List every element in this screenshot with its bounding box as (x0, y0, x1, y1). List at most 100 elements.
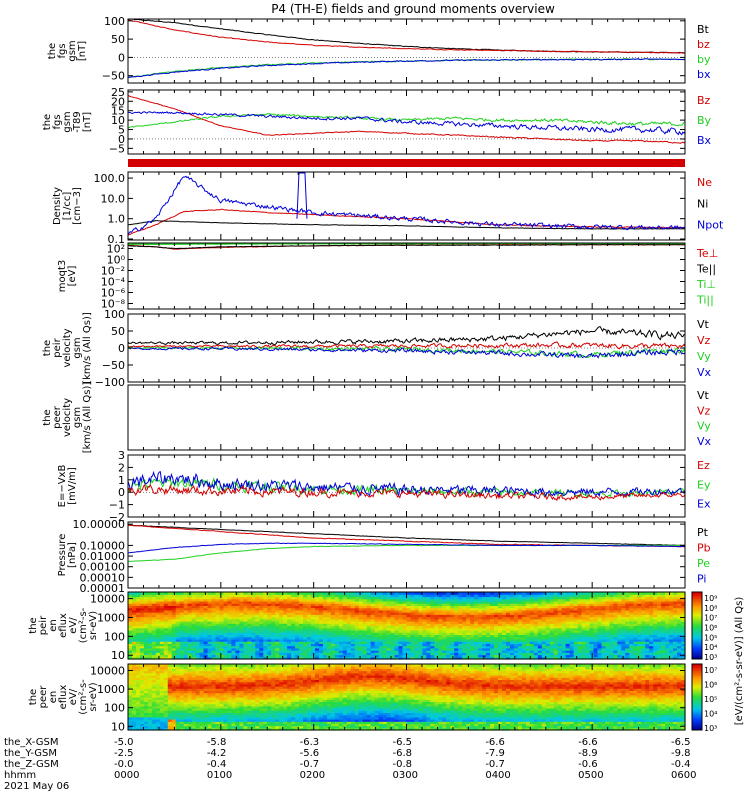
heat-cell (207, 614, 213, 618)
heat-cell (155, 636, 161, 640)
heat-cell (215, 618, 221, 622)
heat-cell (147, 621, 153, 624)
heat-cell (279, 650, 284, 653)
heat-cell (143, 652, 149, 656)
heat-cell (271, 636, 276, 640)
heat-cell (159, 627, 165, 631)
heat-cell (211, 645, 217, 649)
heat-cell (279, 645, 284, 649)
heat-cell (219, 623, 225, 627)
heat-cell (128, 650, 133, 653)
heat-cell (175, 598, 181, 602)
heat-cell (211, 652, 217, 656)
heat-cell (235, 621, 240, 624)
heat-cell (275, 629, 280, 633)
heat-cell (171, 607, 177, 611)
heat-cell (199, 632, 205, 636)
heat-cell (155, 598, 161, 602)
heat-cell (143, 618, 149, 622)
heat-cell (259, 614, 264, 618)
heat-cell (135, 600, 141, 604)
heat-cell (187, 598, 193, 602)
heat-cell (259, 641, 264, 644)
heat-cell (179, 614, 185, 618)
heat-cell (211, 636, 217, 640)
heat-cell (223, 592, 229, 595)
heat-cell (163, 632, 169, 636)
heat-cell (143, 634, 149, 638)
heat-cell (267, 605, 272, 609)
heat-cell (271, 634, 276, 638)
heat-cell (267, 612, 272, 615)
heat-cell (128, 636, 133, 640)
heat-cell (223, 623, 229, 627)
heat-cell (155, 629, 161, 633)
heat-cell (247, 605, 252, 609)
heat-cell (287, 594, 292, 598)
heat-cell (227, 627, 233, 631)
heat-cell (175, 621, 181, 624)
heat-cell (207, 616, 213, 620)
heat-cell (159, 638, 165, 642)
heat-cell (155, 609, 161, 613)
heat-cell (215, 609, 221, 613)
heat-cell (303, 636, 308, 640)
heat-cell (295, 636, 300, 640)
heat-cell (147, 654, 153, 658)
heat-cell (175, 612, 181, 615)
heat-cell (299, 614, 304, 618)
heat-cell (191, 627, 197, 631)
heat-cell (179, 636, 185, 640)
heat-cell (147, 641, 153, 644)
heat-cell (239, 609, 244, 613)
heat-cell (231, 607, 237, 611)
heat-cell (287, 596, 292, 600)
heat-cell (183, 623, 189, 627)
heat-cell (235, 618, 240, 622)
heat-cell (275, 596, 280, 600)
heat-cell (163, 603, 169, 606)
heat-cell (163, 647, 169, 651)
heat-cell (155, 643, 161, 647)
heat-cell (235, 612, 240, 615)
heat-cell (259, 636, 264, 640)
heat-cell (171, 621, 177, 624)
heat-cell (239, 634, 244, 638)
heat-cell (203, 614, 209, 618)
heat-cell (283, 636, 288, 640)
heat-cell (243, 600, 248, 604)
heat-cell (191, 650, 197, 653)
heat-cell (211, 600, 217, 604)
heat-cell (219, 638, 225, 642)
heat-cell (287, 600, 292, 604)
heat-cell (283, 621, 288, 624)
heat-cell (219, 627, 225, 631)
heat-cell (139, 603, 145, 606)
heat-cell (207, 629, 213, 633)
heat-cell (303, 645, 308, 649)
heat-cell (139, 641, 145, 644)
heat-cell (151, 645, 157, 649)
heat-cell (299, 596, 304, 600)
heat-cell (183, 629, 189, 633)
heat-cell (239, 598, 244, 602)
heat-cell (287, 607, 292, 611)
heat-cell (227, 650, 233, 653)
heat-cell (303, 621, 308, 624)
heat-cell (231, 647, 237, 651)
heat-cell (183, 650, 189, 653)
heat-cell (195, 656, 201, 660)
heat-cell (199, 636, 205, 640)
heat-cell (199, 609, 205, 613)
heat-cell (267, 618, 272, 622)
heat-cell (279, 641, 284, 644)
heat-cell (199, 612, 205, 615)
heat-cell (131, 636, 137, 640)
heat-cell (155, 616, 161, 620)
heat-cell (275, 638, 280, 642)
heat-cell (163, 636, 169, 640)
heat-cell (227, 609, 233, 613)
heat-cell (311, 647, 316, 651)
heat-cell (231, 612, 237, 615)
heat-cell (275, 656, 280, 660)
